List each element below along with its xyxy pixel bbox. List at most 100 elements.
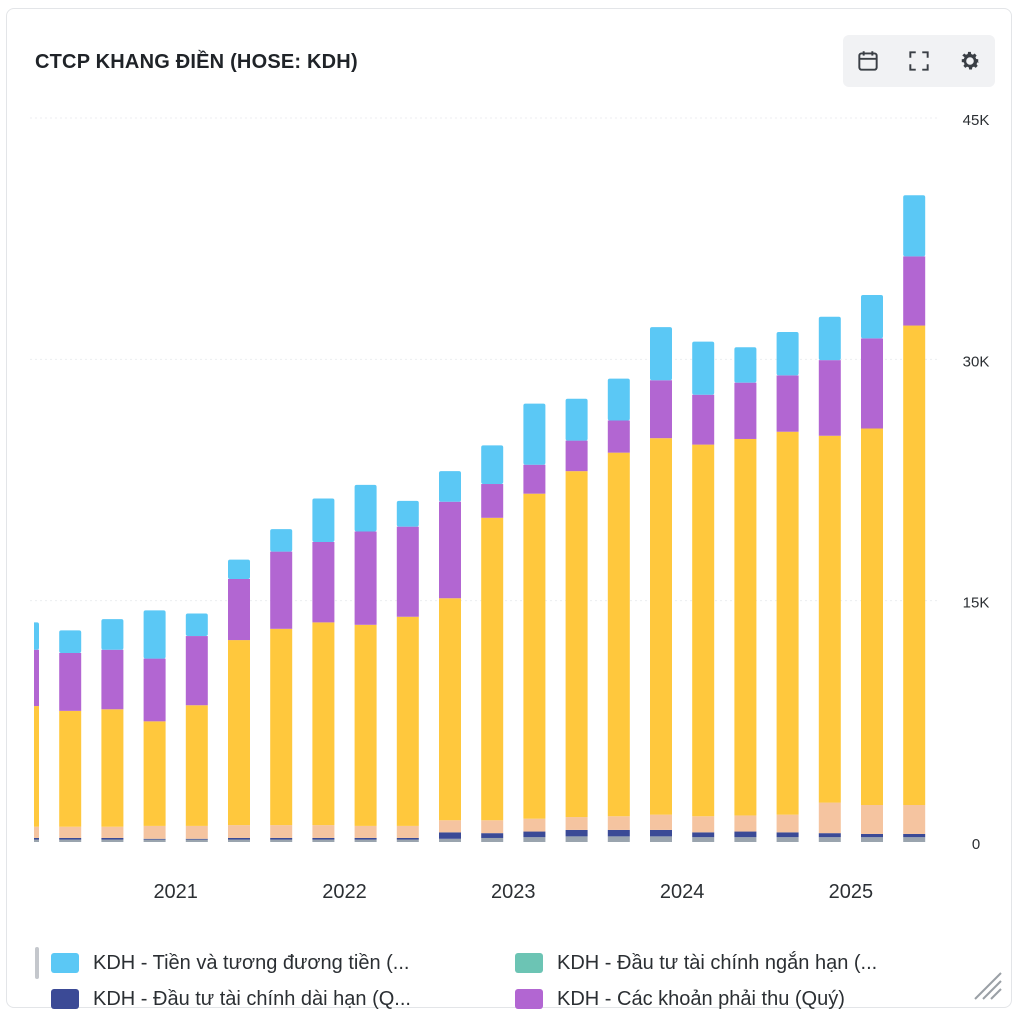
bar-segment[interactable] — [354, 484, 377, 532]
bar-segment[interactable] — [312, 498, 335, 542]
bar-segment[interactable] — [439, 838, 461, 842]
bar-segment[interactable] — [270, 628, 293, 826]
calendar-button[interactable] — [851, 44, 885, 78]
bar-segment[interactable] — [650, 380, 672, 439]
bar-segment[interactable] — [228, 825, 250, 838]
bar-segment[interactable] — [523, 464, 546, 494]
bar-segment[interactable] — [650, 327, 672, 381]
bar-segment[interactable] — [523, 493, 546, 819]
bar-segment[interactable] — [818, 837, 841, 842]
bar-segment[interactable] — [439, 832, 461, 839]
bar-segment[interactable] — [607, 836, 630, 842]
bar-segment[interactable] — [312, 622, 335, 826]
bar-segment[interactable] — [776, 331, 799, 376]
legend-scroll-indicator[interactable] — [35, 947, 39, 979]
bar-segment[interactable] — [354, 825, 377, 838]
bar-segment[interactable] — [228, 640, 250, 826]
bar-segment[interactable] — [59, 710, 82, 827]
bar-segment[interactable] — [228, 578, 250, 641]
bar-segment[interactable] — [903, 195, 926, 257]
legend-item-short-term-investments[interactable]: KDH - Đầu tư tài chính ngắn hạn (... — [515, 947, 877, 979]
legend-item-cash[interactable]: KDH - Tiền và tương đương tiền (... — [51, 947, 409, 979]
bar-segment[interactable] — [143, 610, 166, 659]
bar-segment[interactable] — [396, 526, 419, 617]
bar-segment[interactable] — [607, 816, 630, 830]
bar-segment[interactable] — [17, 826, 39, 838]
bar-segment[interactable] — [101, 839, 124, 842]
bar-segment[interactable] — [861, 294, 883, 339]
bar-segment[interactable] — [270, 839, 293, 842]
bar-segment[interactable] — [650, 829, 672, 837]
bar-segment[interactable] — [185, 838, 208, 840]
bar-segment[interactable] — [818, 360, 841, 436]
bar-segment[interactable] — [861, 837, 883, 842]
bar-segment[interactable] — [692, 394, 715, 445]
bar-segment[interactable] — [818, 316, 841, 361]
bar-segment[interactable] — [354, 624, 377, 826]
bar-segment[interactable] — [143, 658, 166, 722]
fullscreen-button[interactable] — [902, 44, 936, 78]
bar-segment[interactable] — [59, 652, 82, 711]
bar-segment[interactable] — [312, 837, 335, 840]
bar-segment[interactable] — [565, 829, 588, 837]
bar-segment[interactable] — [143, 721, 166, 826]
bar-segment[interactable] — [861, 833, 883, 838]
bar-segment[interactable] — [312, 839, 335, 842]
bar-segment[interactable] — [776, 832, 799, 838]
bar-segment[interactable] — [354, 837, 377, 840]
bar-segment[interactable] — [270, 551, 293, 629]
bar-segment[interactable] — [692, 444, 715, 817]
bar-segment[interactable] — [650, 814, 672, 830]
bar-segment[interactable] — [17, 837, 39, 840]
bar-segment[interactable] — [17, 839, 39, 842]
bar-segment[interactable] — [17, 706, 39, 827]
bar-segment[interactable] — [59, 839, 82, 842]
bar-segment[interactable] — [481, 445, 504, 485]
bar-segment[interactable] — [607, 452, 630, 817]
bar-segment[interactable] — [270, 529, 293, 552]
bar-segment[interactable] — [354, 531, 377, 625]
bar-segment[interactable] — [734, 815, 757, 832]
bar-segment[interactable] — [565, 440, 588, 472]
bar-segment[interactable] — [481, 517, 504, 821]
bar-segment[interactable] — [439, 501, 461, 599]
bar-segment[interactable] — [818, 435, 841, 803]
legend-item-long-term-investments[interactable]: KDH - Đầu tư tài chính dài hạn (Q... — [51, 983, 411, 1015]
bar-segment[interactable] — [692, 832, 715, 838]
bar-segment[interactable] — [143, 825, 166, 839]
bar-segment[interactable] — [185, 825, 208, 839]
bar-segment[interactable] — [101, 709, 124, 827]
bar-segment[interactable] — [101, 837, 124, 840]
bar-segment[interactable] — [396, 837, 419, 840]
bar-segment[interactable] — [734, 382, 757, 439]
bar-segment[interactable] — [439, 820, 461, 833]
bar-segment[interactable] — [481, 833, 504, 838]
bar-segment[interactable] — [903, 325, 926, 805]
bar-segment[interactable] — [312, 825, 335, 838]
bar-segment[interactable] — [734, 347, 757, 383]
bar-segment[interactable] — [17, 622, 39, 650]
bar-segment[interactable] — [143, 838, 166, 840]
bar-segment[interactable] — [903, 833, 926, 838]
bar-segment[interactable] — [59, 837, 82, 840]
bar-segment[interactable] — [650, 438, 672, 815]
bar-segment[interactable] — [903, 837, 926, 842]
bar-segment[interactable] — [607, 420, 630, 453]
bar-segment[interactable] — [481, 837, 504, 842]
bar-segment[interactable] — [59, 826, 82, 838]
bar-segment[interactable] — [185, 705, 208, 826]
bar-segment[interactable] — [692, 837, 715, 842]
settings-button[interactable] — [953, 44, 987, 78]
bar-segment[interactable] — [861, 428, 883, 805]
bar-segment[interactable] — [270, 837, 293, 840]
bar-segment[interactable] — [692, 816, 715, 833]
bar-segment[interactable] — [818, 802, 841, 834]
bar-segment[interactable] — [101, 619, 124, 650]
bar-segment[interactable] — [565, 398, 588, 441]
bar-segment[interactable] — [523, 831, 546, 838]
bar-segment[interactable] — [650, 836, 672, 842]
bar-segment[interactable] — [734, 837, 757, 842]
bar-segment[interactable] — [396, 500, 419, 527]
bar-segment[interactable] — [228, 839, 250, 842]
bar-segment[interactable] — [818, 833, 841, 838]
